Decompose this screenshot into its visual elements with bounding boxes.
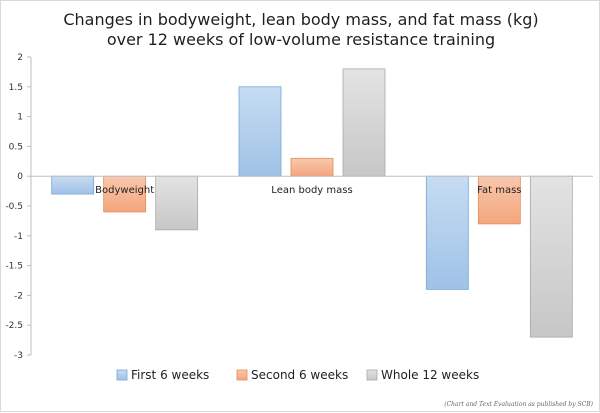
legend-swatch: [116, 369, 128, 381]
legend-swatch: [236, 369, 248, 381]
bar: [155, 175, 199, 231]
y-tick-label: 1: [17, 113, 23, 123]
bar: [51, 175, 95, 195]
chart-title: Changes in bodyweight, lean body mass, a…: [63, 10, 538, 29]
legend: First 6 weeks Second 6 weeks Whole 12 week…: [116, 368, 479, 382]
chart-footnote: (Chart and Text Evaluation as published …: [444, 401, 593, 408]
bar: [477, 175, 521, 225]
y-tick-label: -2.5: [5, 321, 23, 331]
legend-label: Whole 12 weeks: [381, 368, 479, 382]
y-tick-label: -2: [14, 291, 23, 301]
y-tick-label: 0: [17, 172, 23, 182]
y-tick-label: -0.5: [5, 202, 23, 212]
bar: [103, 175, 147, 213]
y-tick-label: 1.5: [9, 83, 23, 93]
legend-label: First 6 weeks: [131, 368, 209, 382]
chart-subtitle: over 12 weeks of low-volume resistance t…: [107, 30, 495, 49]
y-tick-label: 0.5: [9, 142, 23, 152]
category-label: Fat mass: [477, 185, 521, 196]
y-tick-label: 2: [17, 53, 23, 63]
legend-label: Second 6 weeks: [251, 368, 348, 382]
y-tick-label: -1.5: [5, 262, 23, 272]
category-labels: Bodyweight Lean body mass Fat mass: [95, 185, 521, 196]
bar: [342, 68, 386, 177]
bar: [238, 86, 282, 177]
bar: [529, 175, 573, 338]
y-axis: 2 1.5 1 0.5 0 -0.5 -1 -1.5 -2 -2.5 -3: [5, 53, 32, 361]
category-label: Bodyweight: [95, 185, 154, 196]
category-label: Lean body mass: [271, 185, 352, 196]
legend-swatch: [366, 369, 378, 381]
y-tick-label: -3: [14, 351, 23, 361]
bars-group: [51, 68, 573, 338]
y-tick-label: -1: [14, 232, 23, 242]
bar: [290, 157, 334, 177]
bar: [425, 175, 469, 290]
